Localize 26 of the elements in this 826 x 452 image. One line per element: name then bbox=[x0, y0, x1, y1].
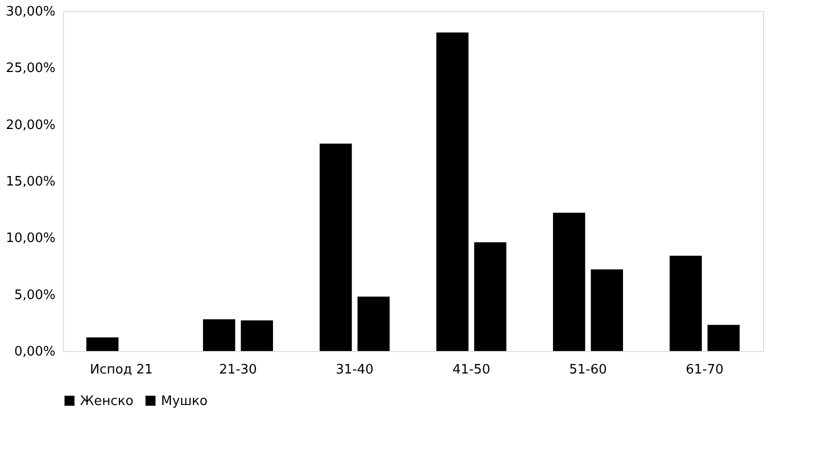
bar bbox=[240, 320, 273, 351]
x-tick-label: 41-50 bbox=[452, 362, 490, 378]
legend-label: Мушко bbox=[161, 394, 208, 409]
x-tick-label: 61-70 bbox=[686, 362, 724, 378]
y-tick-label: 5,00% bbox=[14, 288, 56, 303]
bar bbox=[203, 319, 236, 351]
bar bbox=[86, 337, 118, 351]
x-tick-label: 21-30 bbox=[219, 362, 257, 378]
bar bbox=[320, 144, 352, 351]
y-tick-label: 20,00% bbox=[6, 118, 56, 133]
legend-label: Женско bbox=[80, 394, 134, 409]
x-tick-label: 51-60 bbox=[569, 362, 607, 378]
bar bbox=[553, 212, 586, 351]
y-tick-label: 10,00% bbox=[6, 231, 56, 246]
bar bbox=[590, 269, 623, 351]
bar bbox=[670, 256, 702, 351]
bar bbox=[708, 324, 740, 351]
y-tick-label: 30,00% bbox=[6, 4, 56, 20]
bar bbox=[358, 296, 390, 351]
y-tick-label: 15,00% bbox=[6, 174, 56, 190]
x-tick-label: 31-40 bbox=[336, 362, 374, 378]
x-tick-label: Испод 21 bbox=[90, 362, 153, 378]
y-tick-label: 0,00% bbox=[14, 344, 56, 360]
y-tick-label: 25,00% bbox=[6, 61, 56, 76]
bar bbox=[436, 32, 468, 351]
bar bbox=[474, 242, 506, 351]
